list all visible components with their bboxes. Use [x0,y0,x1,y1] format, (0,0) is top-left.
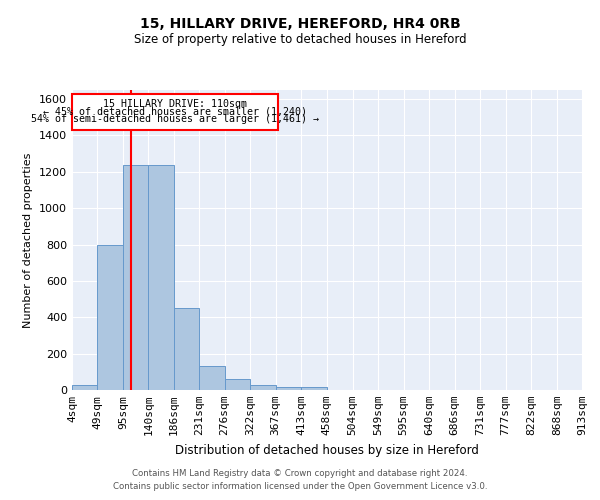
Text: Contains HM Land Registry data © Crown copyright and database right 2024.: Contains HM Land Registry data © Crown c… [132,468,468,477]
FancyBboxPatch shape [72,94,278,130]
Text: Size of property relative to detached houses in Hereford: Size of property relative to detached ho… [134,32,466,46]
Bar [250,386,275,390]
Text: 15 HILLARY DRIVE: 110sqm: 15 HILLARY DRIVE: 110sqm [103,99,247,109]
Bar [275,388,301,390]
Bar [301,388,327,390]
Text: Contains public sector information licensed under the Open Government Licence v3: Contains public sector information licen… [113,482,487,491]
Bar [199,366,224,390]
Text: 54% of semi-detached houses are larger (1,461) →: 54% of semi-detached houses are larger (… [31,114,319,124]
Text: ← 45% of detached houses are smaller (1,240): ← 45% of detached houses are smaller (1,… [43,106,307,117]
Bar [97,244,123,390]
Y-axis label: Number of detached properties: Number of detached properties [23,152,34,328]
Bar [123,164,148,390]
Text: 15, HILLARY DRIVE, HEREFORD, HR4 0RB: 15, HILLARY DRIVE, HEREFORD, HR4 0RB [140,18,460,32]
Bar [174,308,199,390]
Bar [72,386,97,390]
Bar [148,164,174,390]
Bar [224,379,250,390]
X-axis label: Distribution of detached houses by size in Hereford: Distribution of detached houses by size … [175,444,479,456]
